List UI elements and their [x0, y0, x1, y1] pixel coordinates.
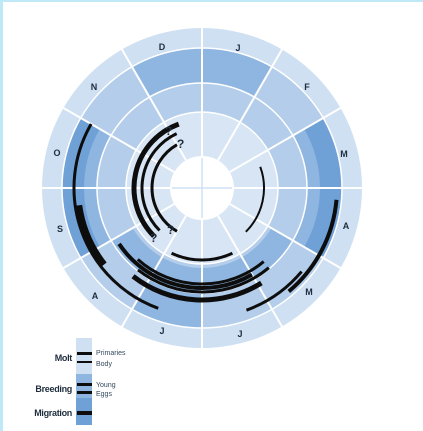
molt-arc-body-bottom: [136, 258, 265, 286]
question-mark-2: ?: [177, 137, 184, 151]
legend-primaries-label: Primaries: [96, 350, 126, 357]
band-may-jun: [202, 240, 324, 328]
legend-migration-label: Migration: [34, 408, 72, 418]
month-label-aug: A: [92, 291, 99, 301]
month-divider: [121, 48, 187, 161]
legend-young-bar: [77, 383, 92, 386]
legend-body-bar: [77, 361, 92, 363]
band-feb: [254, 66, 324, 136]
migration-arc-fall-heavy: [76, 204, 107, 267]
migration-arc-fall: [72, 123, 159, 310]
legend-eggs-bar: [77, 391, 92, 394]
legend-primaries-bar: [77, 352, 92, 355]
question-mark-3: ?: [167, 223, 174, 237]
month-label-dec: D: [159, 42, 166, 52]
month-label-oct: O: [53, 148, 60, 158]
ring-separator: [125, 111, 279, 265]
month-label-sep: S: [57, 224, 63, 234]
month-label-mar: M: [340, 149, 348, 159]
month-divider: [62, 107, 175, 173]
activity-arcs: [72, 121, 339, 312]
month-labels: J F M A M J J A S O N D: [53, 42, 349, 339]
band-nov: [80, 66, 150, 136]
month-label-apr: A: [343, 221, 350, 231]
month-label-jul: J: [159, 326, 164, 336]
legend-body-label: Body: [96, 361, 112, 368]
ring-separator: [61, 47, 343, 329]
legend-migration-bar: [77, 411, 92, 415]
month-divider: [217, 48, 283, 161]
month-label-feb: F: [304, 82, 310, 92]
question-mark-1: ?: [165, 124, 172, 138]
month-divider: [62, 203, 175, 269]
band-dec: [132, 48, 202, 98]
month-label-nov: N: [91, 82, 98, 92]
band-jan: [202, 48, 272, 98]
legend-molt-label: Molt: [55, 353, 73, 363]
month-label-may: M: [305, 287, 313, 297]
month-label-jan: J: [235, 43, 240, 53]
molt-arc-primaries-bottom: [117, 242, 253, 290]
migration-arc-spring: [245, 270, 303, 312]
question-mark-4: ?: [150, 231, 157, 245]
molt-arc-inner-2: [140, 132, 178, 232]
migration-arc-spring-outer: [287, 199, 339, 293]
molt-arc-inner-3: [131, 121, 180, 238]
band-jul: [132, 278, 202, 328]
breeding-arc-eggs: [131, 274, 263, 303]
month-divider: [229, 107, 342, 173]
legend: Molt Primaries Body Breeding Young Eggs …: [34, 338, 126, 425]
molt-arc-inner-1: [150, 143, 178, 233]
molt-arc-bottom-short: [170, 251, 234, 262]
band-inner: [125, 112, 278, 264]
month-label-jun-bottom: J: [237, 329, 242, 339]
legend-eggs-label: Eggs: [96, 391, 112, 398]
legend-young-label: Young: [96, 382, 116, 389]
molt-arc-right-inner: [245, 166, 265, 233]
month-divider: [229, 203, 342, 269]
legend-breeding-label: Breeding: [35, 384, 72, 394]
breeding-arc-young: [137, 266, 270, 294]
